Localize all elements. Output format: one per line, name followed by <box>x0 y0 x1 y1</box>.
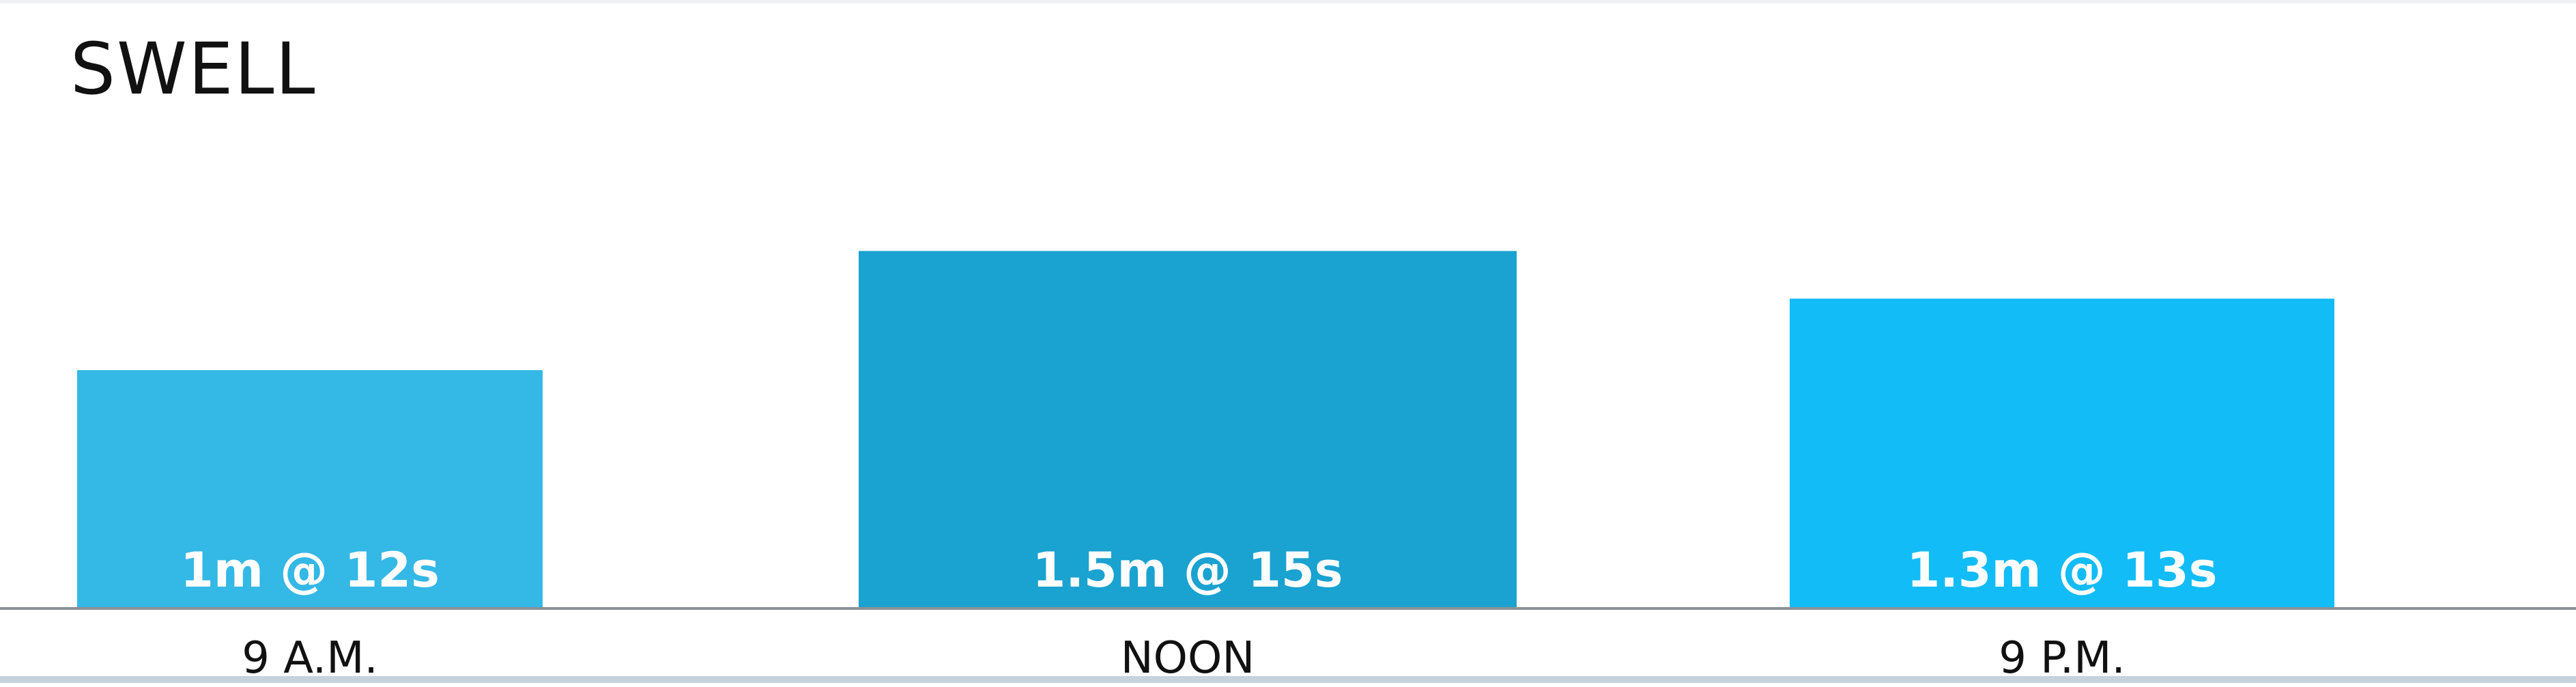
bar-value-label-1: 1m @ 12s <box>180 542 439 598</box>
category-label-2: NOON <box>1121 633 1255 684</box>
bar-value-label-3: 1.3m @ 13s <box>1907 542 2218 598</box>
bar-labels-group: 1m @ 12s 1.5m @ 15s 1.3m @ 13s <box>180 542 2217 598</box>
category-label-1: 9 A.M. <box>242 633 378 684</box>
category-labels-group: 9 A.M. NOON 9 P.M. <box>242 633 2126 684</box>
bars-group <box>77 251 2334 608</box>
bottom-rule <box>0 676 2576 683</box>
bar-2 <box>859 251 1517 608</box>
bar-value-label-2: 1.5m @ 15s <box>1033 542 1343 598</box>
frame-top-border <box>0 0 2576 3</box>
category-label-3: 9 P.M. <box>1999 633 2126 684</box>
bar-1 <box>77 370 543 608</box>
bar-3 <box>1790 298 2334 608</box>
chart-title: SWELL <box>70 27 317 111</box>
